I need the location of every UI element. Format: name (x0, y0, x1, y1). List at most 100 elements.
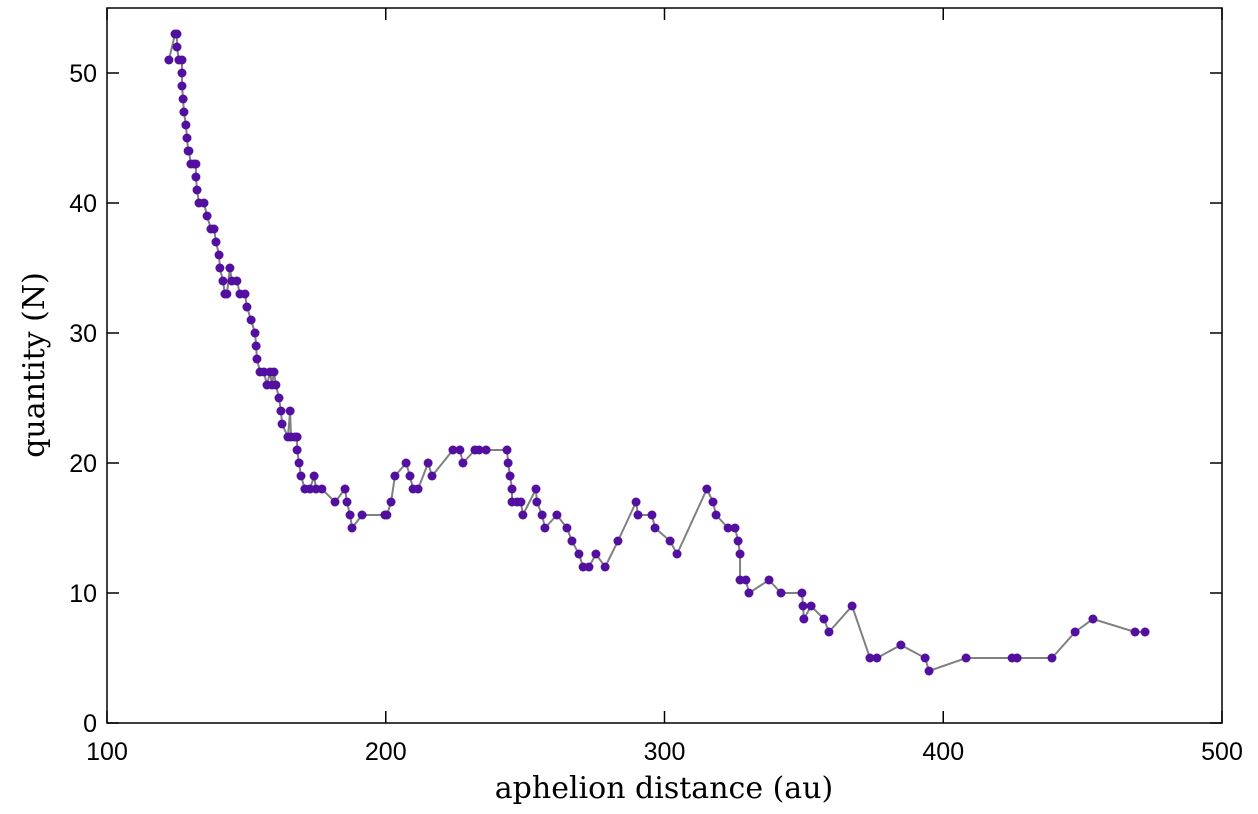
data-point (600, 562, 610, 572)
data-point (702, 484, 712, 494)
data-point (269, 367, 279, 377)
y-axis-label: quantity (N) (17, 272, 52, 458)
data-point (177, 68, 187, 78)
data-point (1070, 627, 1080, 637)
data-point (330, 497, 340, 507)
y-tick-label: 20 (69, 450, 97, 478)
data-point (631, 497, 641, 507)
data-point (531, 484, 541, 494)
data-point (806, 601, 816, 611)
data-point (584, 562, 594, 572)
data-point (401, 458, 411, 468)
x-tick-label: 500 (1201, 738, 1243, 766)
data-point (865, 653, 875, 663)
data-point (390, 471, 400, 481)
data-point (847, 601, 857, 611)
data-point (733, 536, 743, 546)
data-point (776, 588, 786, 598)
data-point (177, 81, 187, 91)
data-point (413, 484, 423, 494)
data-point (824, 627, 834, 637)
data-point (177, 55, 187, 65)
data-point (540, 523, 550, 533)
data-point (708, 497, 718, 507)
data-point (251, 341, 261, 351)
data-point (924, 666, 934, 676)
series-line (167, 33, 1146, 673)
data-point (218, 276, 228, 286)
data-point (191, 159, 201, 169)
data-point (665, 536, 675, 546)
data-point (423, 458, 433, 468)
data-point (896, 640, 906, 650)
data-point (271, 380, 281, 390)
data-point (532, 497, 542, 507)
data-point (277, 419, 287, 429)
data-point (317, 484, 327, 494)
data-point (819, 614, 829, 624)
x-tick-label: 100 (86, 738, 128, 766)
data-point (799, 614, 809, 624)
data-point (252, 354, 262, 364)
data-point (294, 458, 304, 468)
data-point (240, 289, 250, 299)
x-tick-label: 300 (644, 738, 686, 766)
data-point (209, 224, 219, 234)
data-point (292, 445, 302, 455)
y-tick-label: 10 (69, 580, 97, 608)
data-point (285, 406, 295, 416)
data-point (214, 250, 224, 260)
data-point (458, 458, 468, 468)
data-point (192, 185, 202, 195)
data-point (455, 445, 465, 455)
data-point (199, 198, 209, 208)
data-point (797, 588, 807, 598)
data-point (1130, 627, 1140, 637)
data-point (516, 497, 526, 507)
data-point (242, 302, 252, 312)
data-point (672, 549, 682, 559)
y-tick-label: 0 (83, 710, 97, 738)
data-point (250, 328, 260, 338)
data-point (211, 237, 221, 247)
data-point (274, 393, 284, 403)
data-point (309, 471, 319, 481)
y-tick-label: 50 (69, 60, 97, 88)
data-point (164, 55, 174, 65)
data-point (178, 94, 188, 104)
x-axis-label: aphelion distance (au) (495, 771, 833, 806)
data-point (276, 406, 286, 416)
data-point (518, 510, 528, 520)
data-point (172, 42, 182, 52)
data-point (246, 315, 256, 325)
x-tick-label: 200 (365, 738, 407, 766)
data-point (448, 445, 458, 455)
data-point (181, 120, 191, 130)
data-point (1140, 627, 1150, 637)
data-point (1088, 614, 1098, 624)
data-point (741, 575, 751, 585)
data-point (872, 653, 882, 663)
y-tick-label: 30 (69, 320, 97, 348)
data-point (1047, 653, 1057, 663)
data-point (481, 445, 491, 455)
data-point (552, 510, 562, 520)
data-point (961, 653, 971, 663)
data-point (202, 211, 212, 221)
data-point (222, 289, 232, 299)
data-point (730, 523, 740, 533)
data-point (647, 510, 657, 520)
data-point (574, 549, 584, 559)
data-point (591, 549, 601, 559)
data-point (1012, 653, 1022, 663)
data-point (225, 263, 235, 273)
data-point (172, 29, 182, 39)
data-point (505, 471, 515, 481)
x-tick-label: 400 (922, 738, 964, 766)
data-point (215, 263, 225, 273)
data-point (474, 445, 484, 455)
data-point (537, 510, 547, 520)
y-tick-label: 40 (69, 190, 97, 218)
data-point (711, 510, 721, 520)
